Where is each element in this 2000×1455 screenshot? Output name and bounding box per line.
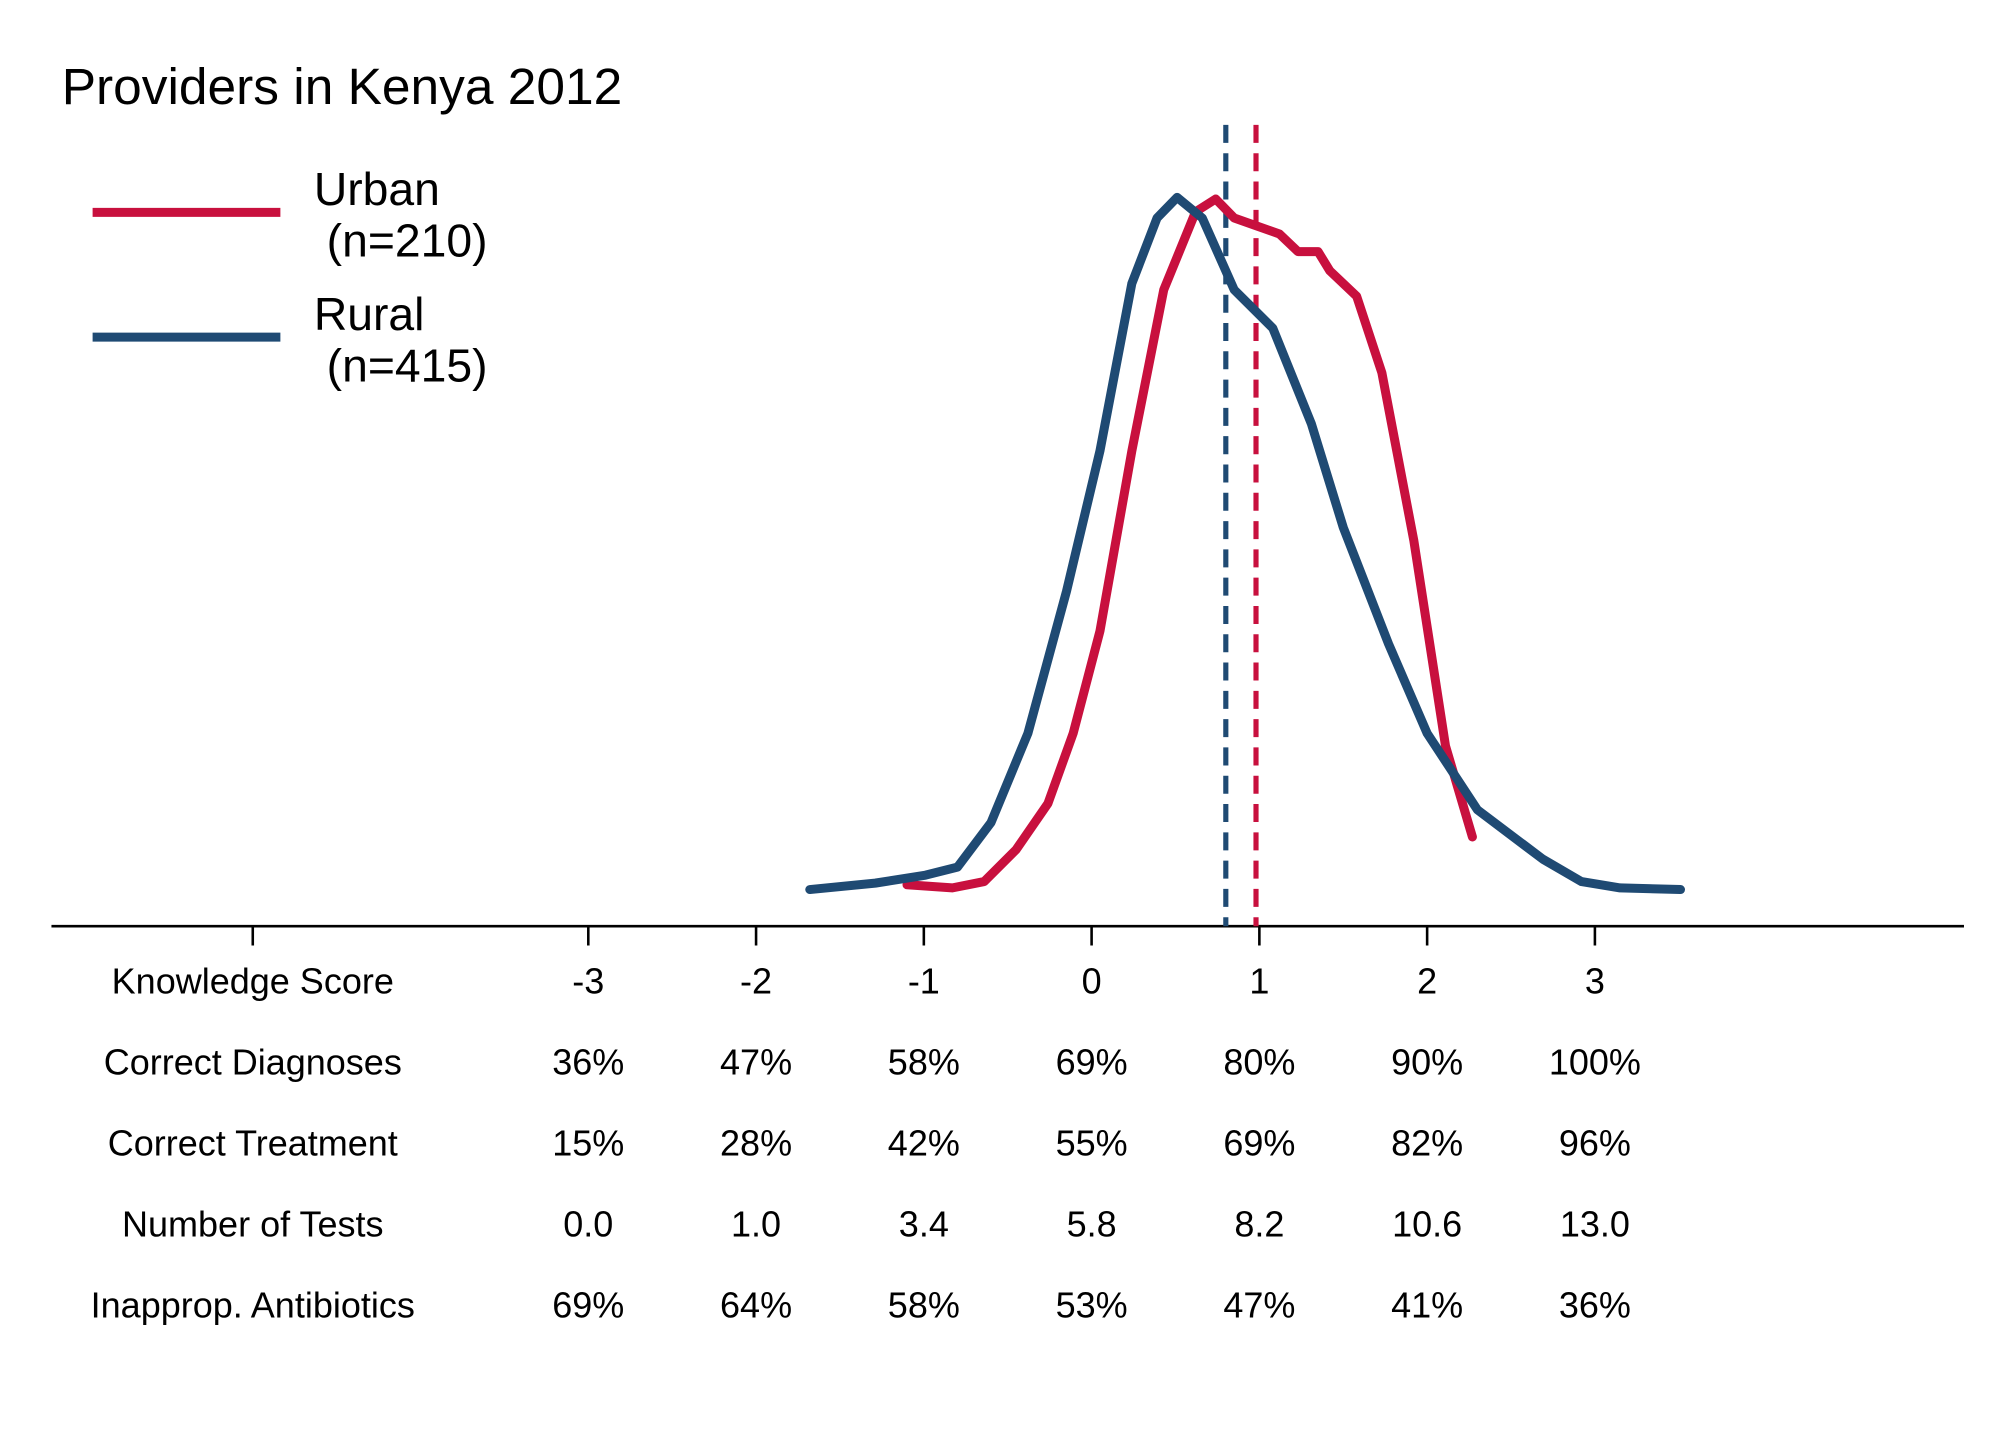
x-tick-label: 0 — [1082, 961, 1102, 1002]
table-cell: 13.0 — [1560, 1204, 1630, 1245]
table-cell: 64% — [720, 1285, 792, 1326]
table-cell: 10.6 — [1392, 1204, 1462, 1245]
x-tick-label: -2 — [740, 961, 772, 1002]
table-cell: 36% — [552, 1042, 624, 1083]
table-cell: 69% — [1223, 1123, 1295, 1164]
row-label: Correct Treatment — [108, 1123, 398, 1164]
density-line — [805, 192, 1686, 895]
x-tick-label: 1 — [1249, 961, 1269, 1002]
row-label: Number of Tests — [122, 1204, 383, 1245]
table-cell: 58% — [888, 1042, 960, 1083]
table-cell: 42% — [888, 1123, 960, 1164]
legend-label: Rural (n=415) — [314, 288, 488, 391]
table-cell: 90% — [1391, 1042, 1463, 1083]
table-cell: 5.8 — [1067, 1204, 1117, 1245]
density-line — [902, 194, 1477, 893]
row-label: Inapprop. Antibiotics — [91, 1285, 415, 1326]
table-cell: 36% — [1559, 1285, 1631, 1326]
table-cell: 69% — [552, 1285, 624, 1326]
table-cell: 82% — [1391, 1123, 1463, 1164]
x-tick-label: -1 — [908, 961, 940, 1002]
x-tick-label: 3 — [1585, 961, 1605, 1002]
table-cell: 80% — [1223, 1042, 1295, 1083]
x-tick-label: 2 — [1417, 961, 1437, 1002]
x-tick-label: Knowledge Score — [112, 961, 394, 1002]
table-cell: 53% — [1056, 1285, 1128, 1326]
table-cell: 96% — [1559, 1123, 1631, 1164]
table-cell: 8.2 — [1234, 1204, 1284, 1245]
row-label: Correct Diagnoses — [104, 1042, 402, 1083]
table-cell: 1.0 — [731, 1204, 781, 1245]
table-cell: 15% — [552, 1123, 624, 1164]
table-cell: 47% — [1223, 1285, 1295, 1326]
x-tick-label: -3 — [572, 961, 604, 1002]
table-cell: 47% — [720, 1042, 792, 1083]
table-cell: 41% — [1391, 1285, 1463, 1326]
table-cell: 28% — [720, 1123, 792, 1164]
table-cell: 100% — [1549, 1042, 1641, 1083]
table-cell: 69% — [1056, 1042, 1128, 1083]
chart-title: Providers in Kenya 2012 — [62, 57, 622, 115]
legend-label: Urban (n=210) — [314, 163, 488, 266]
table-cell: 0.0 — [563, 1204, 613, 1245]
table-cell: 58% — [888, 1285, 960, 1326]
table-cell: 3.4 — [899, 1204, 949, 1245]
table-cell: 55% — [1056, 1123, 1128, 1164]
